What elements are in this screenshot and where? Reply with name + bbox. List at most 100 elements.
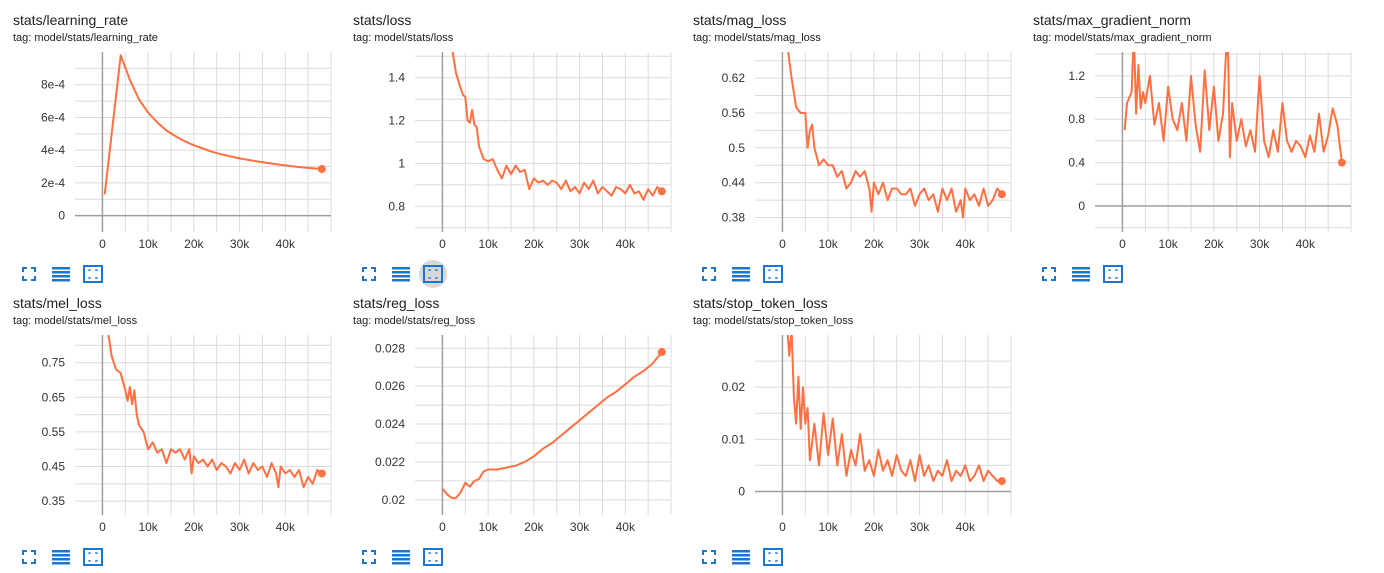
chart-plot[interactable]: 0 0.01 0.02 0 10k 20k 30k 40k xyxy=(693,335,1023,534)
zoom-box-button[interactable] xyxy=(79,543,107,571)
x-tick-label: 0 xyxy=(439,237,446,251)
data-table-icon xyxy=(392,549,410,565)
y-tick-label: 8e-4 xyxy=(41,78,65,92)
y-tick-label: 0.026 xyxy=(375,379,405,393)
line-chart[interactable]: 0 2e-4 4e-4 6e-4 8e-4 0 10k 20k 30k 40k xyxy=(13,52,343,252)
zoom-box-button[interactable] xyxy=(759,260,787,288)
x-tick-label: 40k xyxy=(616,237,636,251)
zoom-box-icon xyxy=(763,265,783,283)
y-tick-label: 0 xyxy=(1078,199,1085,213)
y-tick-label: 0.5 xyxy=(728,141,745,155)
fit-to-screen-button[interactable] xyxy=(1035,260,1063,288)
y-tick-label: 0.024 xyxy=(375,417,405,431)
zoom-box-button[interactable] xyxy=(419,543,447,571)
data-table-button[interactable] xyxy=(1067,260,1095,288)
fit-to-screen-icon xyxy=(21,549,37,565)
x-tick-label: 20k xyxy=(864,237,884,251)
chart-title: stats/stop_token_loss xyxy=(693,295,828,311)
chart-tag: tag: model/stats/mel_loss xyxy=(13,315,138,327)
x-tick-label: 30k xyxy=(910,520,930,534)
zoom-box-button[interactable] xyxy=(1099,260,1127,288)
chart-toolbar xyxy=(693,543,813,571)
chart-tag: tag: model/stats/learning_rate xyxy=(13,32,158,44)
data-table-button[interactable] xyxy=(727,260,755,288)
chart-title: stats/mag_loss xyxy=(693,12,787,28)
y-tick-label: 1.2 xyxy=(1068,69,1085,83)
chart-tag: tag: model/stats/reg_loss xyxy=(353,315,476,327)
y-tick-label: 0.62 xyxy=(722,71,746,85)
zoom-box-icon xyxy=(423,548,443,566)
data-table-button[interactable] xyxy=(727,543,755,571)
x-tick-label: 30k xyxy=(910,237,930,251)
chart-title: stats/reg_loss xyxy=(353,295,440,311)
line-chart[interactable]: 0.02 0.022 0.024 0.026 0.028 0 10k 20k 30k 40k xyxy=(353,335,683,535)
chart-toolbar xyxy=(13,260,133,288)
x-tick-label: 40k xyxy=(616,520,636,534)
x-tick-label: 30k xyxy=(570,237,590,251)
line-chart[interactable]: 0.38 0.44 0.5 0.56 0.62 0 10k 20k 30k 40k xyxy=(693,52,1023,252)
chart-card: stats/loss tag: model/stats/loss 0.8 1 1.2 1.… xyxy=(353,10,683,288)
fit-to-screen-button[interactable] xyxy=(355,260,383,288)
x-tick-label: 10k xyxy=(1158,237,1178,251)
fit-to-screen-button[interactable] xyxy=(15,543,43,571)
x-tick-label: 20k xyxy=(184,237,204,251)
series-line xyxy=(441,351,663,499)
data-table-icon xyxy=(52,266,70,282)
x-tick-label: 40k xyxy=(956,237,976,251)
fit-to-screen-button[interactable] xyxy=(695,260,723,288)
fit-to-screen-button[interactable] xyxy=(695,543,723,571)
chart-toolbar xyxy=(13,543,133,571)
fit-to-screen-icon xyxy=(1041,266,1057,282)
fit-to-screen-button[interactable] xyxy=(15,260,43,288)
chart-plot[interactable]: 0.8 1 1.2 1.4 0 10k 20k 30k 40k xyxy=(353,52,683,251)
x-tick-label: 0 xyxy=(439,520,446,534)
data-table-icon xyxy=(52,549,70,565)
data-table-button[interactable] xyxy=(387,260,415,288)
fit-to-screen-icon xyxy=(361,549,377,565)
chart-plot[interactable]: 0 2e-4 4e-4 6e-4 8e-4 0 10k 20k 30k 40k xyxy=(13,52,343,251)
chart-tag: tag: model/stats/loss xyxy=(353,32,454,44)
last-point-marker xyxy=(317,469,326,478)
x-tick-label: 30k xyxy=(230,237,250,251)
last-point-marker xyxy=(1337,158,1346,167)
chart-toolbar xyxy=(353,543,473,571)
last-point-marker xyxy=(657,348,666,357)
zoom-box-button[interactable] xyxy=(79,260,107,288)
chart-title: stats/learning_rate xyxy=(13,12,129,28)
y-tick-label: 0 xyxy=(738,485,745,499)
y-tick-label: 0.56 xyxy=(722,106,746,120)
y-tick-label: 0.8 xyxy=(388,199,405,213)
last-point-marker xyxy=(997,477,1006,486)
y-tick-label: 0.01 xyxy=(722,432,746,446)
data-table-button[interactable] xyxy=(387,543,415,571)
y-tick-label: 0.55 xyxy=(42,425,66,439)
zoom-box-icon xyxy=(423,265,443,283)
x-tick-label: 10k xyxy=(818,520,838,534)
zoom-box-button[interactable] xyxy=(419,260,447,288)
chart-title: stats/loss xyxy=(353,12,412,28)
chart-plot[interactable]: 0 0.4 0.8 1.2 0 10k 20k 30k 40k xyxy=(1033,52,1363,251)
chart-plot[interactable]: 0.35 0.45 0.55 0.65 0.75 0 10k 20k 30k 40k xyxy=(13,335,343,534)
zoom-box-button[interactable] xyxy=(759,543,787,571)
fit-to-screen-icon xyxy=(21,266,37,282)
data-table-icon xyxy=(732,549,750,565)
chart-card: stats/max_gradient_norm tag: model/stats/… xyxy=(1033,10,1363,283)
data-table-icon xyxy=(1072,266,1090,282)
y-tick-label: 0.38 xyxy=(722,210,746,224)
line-chart[interactable]: 0.35 0.45 0.55 0.65 0.75 0 10k 20k 30k 40k xyxy=(13,335,343,535)
line-chart[interactable]: 0.8 1 1.2 1.4 0 10k 20k 30k 40k xyxy=(353,52,683,252)
chart-plot[interactable]: 0.38 0.44 0.5 0.56 0.62 0 10k 20k 30k 40k xyxy=(693,52,1023,251)
data-table-button[interactable] xyxy=(47,543,75,571)
x-tick-label: 10k xyxy=(138,520,158,534)
y-tick-label: 0.022 xyxy=(375,455,405,469)
line-chart[interactable]: 0 0.4 0.8 1.2 0 10k 20k 30k 40k xyxy=(1033,52,1363,252)
last-point-marker xyxy=(997,190,1006,199)
chart-plot[interactable]: 0.02 0.022 0.024 0.026 0.028 0 10k 20k 30k 40k xyxy=(353,335,683,534)
data-table-button[interactable] xyxy=(47,260,75,288)
fit-to-screen-button[interactable] xyxy=(355,543,383,571)
x-tick-label: 10k xyxy=(478,520,498,534)
last-point-marker xyxy=(657,187,666,196)
y-tick-label: 0 xyxy=(58,209,65,223)
chart-card: stats/reg_loss tag: model/stats/reg_loss 0… xyxy=(353,293,683,566)
line-chart[interactable]: 0 0.01 0.02 0 10k 20k 30k 40k xyxy=(693,335,1023,535)
